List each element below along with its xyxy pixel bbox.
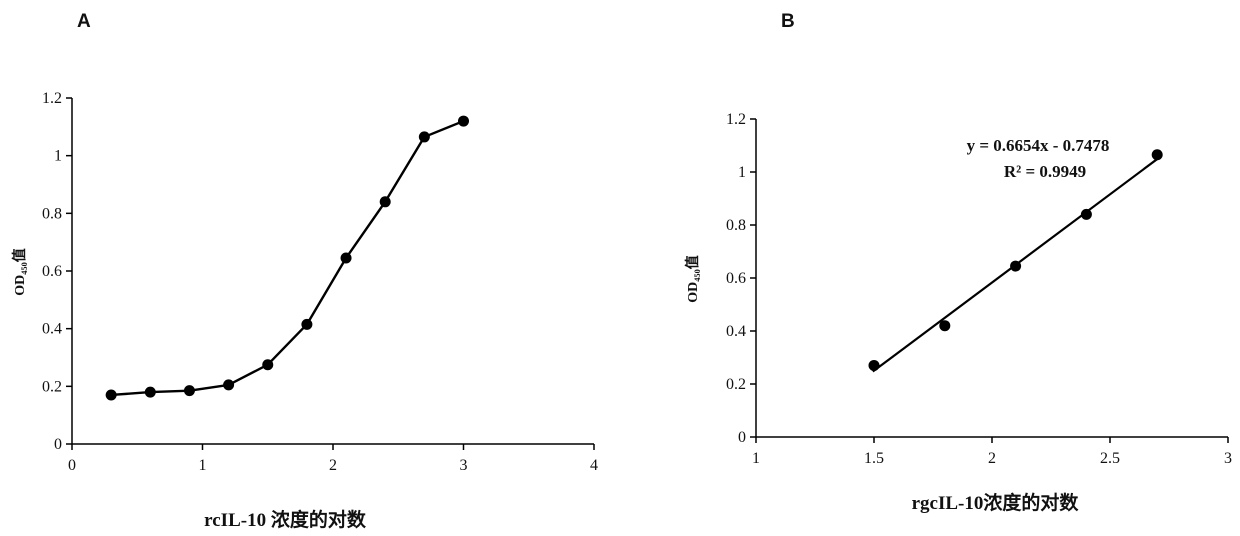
chart-b-x-tick-label: 1.5 xyxy=(864,450,884,467)
chart-a-x-tick-label: 3 xyxy=(460,457,468,474)
chart-a-y-axis-title: OD₄₅₀值 xyxy=(11,248,28,296)
chart-b-y-tick-label: 0 xyxy=(738,429,746,446)
chart-b-y-tick-label: 1 xyxy=(738,164,746,181)
chart-b-y-tick-labels: 0 0.2 0.4 0.6 0.8 1 1.2 xyxy=(726,111,746,446)
chart-b-data-point xyxy=(1152,149,1163,160)
chart-b-data-point xyxy=(1010,261,1021,272)
chart-b-data-point xyxy=(1081,209,1092,220)
chart-b-y-axis-title: OD₄₅₀值 xyxy=(684,255,701,303)
chart-a-series-line xyxy=(111,121,463,395)
chart-a-y-tick-label: 0.8 xyxy=(42,205,62,222)
chart-b-x-axis-title: rgcIL-10浓度的对数 xyxy=(912,491,1080,514)
chart-a-data-point xyxy=(380,196,391,207)
chart-b-y-tick-label: 0.6 xyxy=(726,270,746,287)
chart-a-data-point xyxy=(262,359,273,370)
chart-b-x-tick-label: 1 xyxy=(752,450,760,467)
chart-a-data-point xyxy=(301,319,312,330)
chart-b-series xyxy=(869,149,1163,371)
chart-a-data-point xyxy=(106,389,117,400)
chart-a-y-tick-label: 1 xyxy=(54,148,62,165)
chart-a-y-tick-label: 1.2 xyxy=(42,90,62,107)
chart-b-data-point xyxy=(869,360,880,371)
chart-b-axes xyxy=(750,119,1228,443)
chart-a-data-point xyxy=(419,131,430,142)
chart-a-data-point xyxy=(223,379,234,390)
panel-letter-b: B xyxy=(781,11,795,32)
chart-b-data-point xyxy=(939,320,950,331)
chart-b-x-tick-labels: 1 1.5 2 2.5 3 xyxy=(752,450,1232,467)
chart-a-y-tick-label: 0.6 xyxy=(42,263,62,280)
chart-a-data-point xyxy=(184,385,195,396)
chart-b-y-tick-label: 0.8 xyxy=(726,217,746,234)
chart-a-y-tick-label: 0.2 xyxy=(42,378,62,395)
chart-a-data-point xyxy=(458,116,469,127)
chart-a-x-tick-labels: 0 1 2 3 4 xyxy=(68,457,598,474)
chart-a-x-tick-label: 0 xyxy=(68,457,76,474)
chart-b-x-tick-label: 2 xyxy=(988,450,996,467)
trendline-equation: y = 0.6654x - 0.7478 xyxy=(967,136,1110,155)
chart-b-y-tick-label: 1.2 xyxy=(726,111,746,128)
chart-b-x-tick-label: 2.5 xyxy=(1100,450,1120,467)
chart-a-axes xyxy=(66,98,594,450)
chart-a-x-axis-title: rcIL-10 浓度的对数 xyxy=(204,508,367,531)
chart-a-data-point xyxy=(145,387,156,398)
r-squared-label: R² = 0.9949 xyxy=(1004,162,1086,181)
chart-a-y-tick-labels: 0 0.2 0.4 0.6 0.8 1 1.2 xyxy=(42,90,62,453)
chart-a-y-tick-label: 0.4 xyxy=(42,321,62,338)
panel-letter-a: A xyxy=(77,11,91,32)
chart-panel-a: A 0 0.2 0.4 0.6 0.8 1 1.2 0 1 2 3 4 OD₄₅₀值 rcIL-10… xyxy=(11,11,598,531)
chart-b-y-tick-label: 0.2 xyxy=(726,376,746,393)
chart-a-x-tick-label: 4 xyxy=(590,457,598,474)
chart-a-data-point xyxy=(341,253,352,264)
chart-a-series xyxy=(106,116,469,401)
chart-a-x-tick-label: 2 xyxy=(329,457,337,474)
chart-a-y-tick-label: 0 xyxy=(54,436,62,453)
chart-b-x-tick-label: 3 xyxy=(1224,450,1232,467)
chart-b-y-tick-label: 0.4 xyxy=(726,323,746,340)
chart-panel-b: B 0 0.2 0.4 0.6 0.8 1 1.2 1 1.5 2 2.5 3 OD₄₅₀值 rgc… xyxy=(684,11,1232,514)
chart-a-x-tick-label: 1 xyxy=(199,457,207,474)
